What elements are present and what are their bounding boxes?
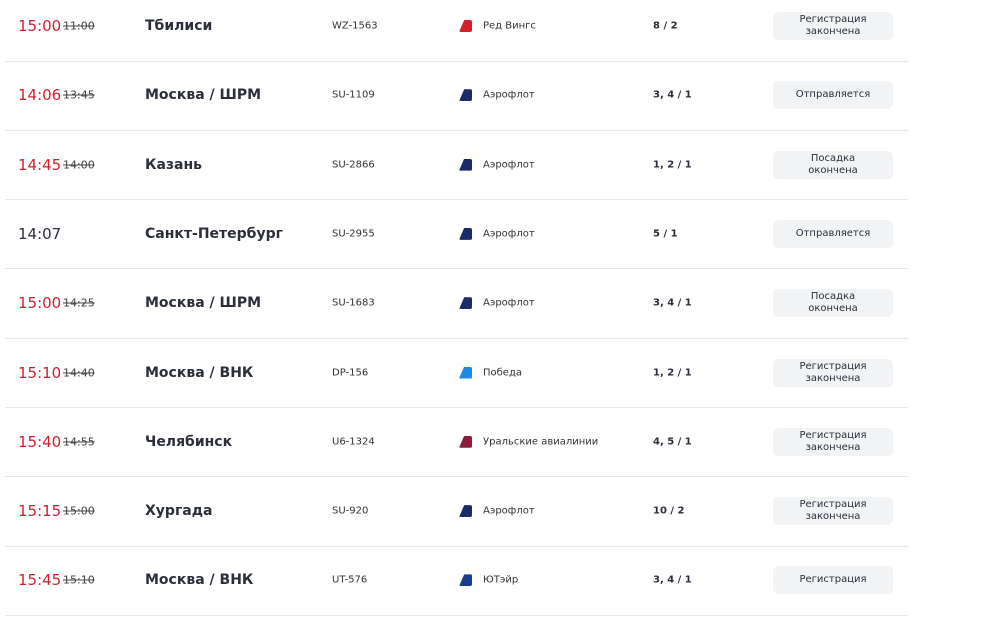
flight-row: 14:45 14:00 Казань SU-2866 Аэрофлот 1, 2 / 1 П… bbox=[5, 130, 908, 201]
status-badge: Регистрация закончена bbox=[773, 427, 893, 456]
terminal-gate: 3, 4 / 1 bbox=[653, 89, 692, 101]
airline-logo bbox=[459, 505, 472, 518]
airline-name: Аэрофлот bbox=[483, 505, 535, 517]
actual-time: 15:00 bbox=[18, 17, 62, 35]
flight-number: SU-920 bbox=[332, 505, 369, 517]
destination: Москва / ШРМ bbox=[145, 87, 262, 104]
actual-time: 15:45 bbox=[18, 571, 62, 590]
scheduled-time: 15:00 bbox=[63, 504, 95, 518]
flight-row: 15:10 14:40 Москва / ВНК DP-156 Победа 1, 2 /… bbox=[5, 338, 908, 408]
status-badge: Регистрация закончена bbox=[773, 358, 893, 387]
scheduled-time: 15:10 bbox=[63, 573, 95, 587]
airline-name: Аэрофлот bbox=[483, 159, 535, 171]
flight-number: UT-576 bbox=[332, 574, 368, 586]
flight-number: WZ-1563 bbox=[332, 20, 378, 32]
status-badge: Регистрация закончена bbox=[773, 497, 893, 526]
destination: Москва / ШРМ bbox=[145, 295, 262, 312]
scheduled-time: 14:25 bbox=[63, 296, 95, 310]
actual-time: 15:10 bbox=[18, 363, 62, 382]
status-badge: Регистрация bbox=[773, 566, 893, 595]
actual-time: 15:40 bbox=[18, 432, 62, 451]
destination: Санкт-Петербург bbox=[145, 225, 283, 242]
destination: Москва / ВНК bbox=[145, 572, 254, 589]
airline-logo bbox=[459, 297, 472, 310]
terminal-gate: 8 / 2 bbox=[653, 20, 678, 32]
status-badge: Отправляется bbox=[773, 81, 893, 110]
actual-time: 14:06 bbox=[18, 86, 62, 105]
terminal-gate: 1, 2 / 1 bbox=[653, 367, 692, 378]
terminal-gate: 3, 4 / 1 bbox=[653, 574, 692, 586]
flight-number: DP-156 bbox=[332, 367, 369, 378]
airline-logo bbox=[459, 227, 472, 240]
scheduled-time: 14:00 bbox=[63, 158, 95, 172]
flight-number: SU-1683 bbox=[332, 297, 375, 309]
terminal-gate: 5 / 1 bbox=[653, 228, 678, 240]
airline-name: ЮТэйр bbox=[483, 574, 519, 586]
actual-time: 15:15 bbox=[18, 502, 62, 521]
status-badge: Посадка окончена bbox=[773, 289, 893, 318]
status-badge: Регистрация закончена bbox=[773, 12, 893, 40]
airline-logo bbox=[459, 89, 472, 102]
airline-name: Уральские авиалинии bbox=[483, 436, 599, 448]
flight-number: U6-1324 bbox=[332, 436, 375, 448]
flight-row: 15:15 15:00 Хургада SU-920 Аэрофлот 10 / 2 Рег… bbox=[5, 477, 908, 547]
actual-time: 14:07 bbox=[18, 224, 62, 243]
airline-logo bbox=[459, 158, 472, 171]
flight-row: 15:45 15:10 Москва / ВНК UT-576 ЮТэйр 3, 4 / … bbox=[5, 546, 908, 616]
destination: Москва / ВНК bbox=[145, 364, 254, 381]
scheduled-time: 14:40 bbox=[63, 366, 95, 379]
terminal-gate: 3, 4 / 1 bbox=[653, 297, 692, 309]
flight-number: SU-1109 bbox=[332, 89, 375, 101]
status-badge: Посадка окончена bbox=[773, 150, 893, 179]
actual-time: 15:00 bbox=[18, 294, 62, 313]
terminal-gate: 10 / 2 bbox=[653, 505, 685, 517]
scheduled-time: 14:55 bbox=[63, 435, 95, 449]
airline-name: Аэрофлот bbox=[483, 89, 535, 101]
flight-number: SU-2955 bbox=[332, 228, 375, 240]
airline-logo bbox=[459, 20, 472, 32]
airline-logo bbox=[459, 574, 472, 587]
airline-logo bbox=[459, 366, 472, 379]
flight-row: 15:00 11:00 Тбилиси WZ-1563 Ред Вингс 8 / 2 Ре… bbox=[5, 0, 908, 62]
flight-number: SU-2866 bbox=[332, 159, 375, 171]
airline-name: Аэрофлот bbox=[483, 297, 535, 309]
flight-row: 15:00 14:25 Москва / ШРМ SU-1683 Аэрофлот 3, … bbox=[5, 269, 908, 339]
airline-name: Ред Вингс bbox=[483, 20, 536, 32]
terminal-gate: 1, 2 / 1 bbox=[653, 159, 692, 171]
terminal-gate: 4, 5 / 1 bbox=[653, 436, 692, 448]
destination: Казань bbox=[145, 156, 202, 173]
scheduled-time: 11:00 bbox=[63, 19, 95, 33]
status-badge: Отправляется bbox=[773, 219, 893, 248]
scheduled-time: 13:45 bbox=[63, 88, 95, 102]
airline-name: Победа bbox=[483, 367, 522, 378]
airline-name: Аэрофлот bbox=[483, 228, 535, 240]
flight-row: 14:07 Санкт-Петербург SU-2955 Аэрофлот 5 / 1… bbox=[5, 199, 908, 270]
flight-row: 15:40 14:55 Челябинск U6-1324 Уральские авиа… bbox=[5, 407, 908, 478]
flight-row: 14:06 13:45 Москва / ШРМ SU-1109 Аэрофлот 3, … bbox=[5, 61, 908, 131]
airline-logo bbox=[459, 435, 472, 448]
destination: Челябинск bbox=[145, 433, 233, 450]
actual-time: 14:45 bbox=[18, 155, 62, 174]
destination: Хургада bbox=[145, 503, 213, 520]
destination: Тбилиси bbox=[145, 18, 213, 34]
